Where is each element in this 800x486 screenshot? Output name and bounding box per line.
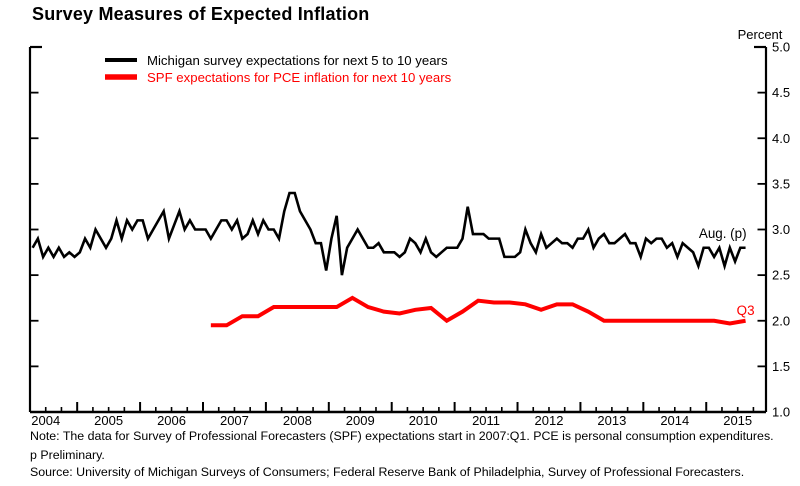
x-tick-label: 2007 <box>220 413 249 428</box>
source-note: Source: University of Michigan Surveys o… <box>30 465 745 479</box>
series-end-annotation-michigan: Aug. (p) <box>699 226 747 241</box>
y-axis-title: Percent <box>738 27 783 42</box>
y-tick-label: 3.5 <box>772 176 790 191</box>
x-tick-label: 2014 <box>660 413 689 428</box>
legend-label-1: SPF expectations for PCE inflation for n… <box>147 70 452 85</box>
x-tick-label: 2015 <box>723 413 752 428</box>
x-tick-label: 2005 <box>94 413 123 428</box>
y-tick-label: 5.0 <box>772 40 790 55</box>
y-tick-label: 4.0 <box>772 131 790 146</box>
note-text: Note: The data for Survey of Professiona… <box>30 429 774 443</box>
chart-title: Survey Measures of Expected Inflation <box>32 4 370 24</box>
x-tick-label: 2012 <box>535 413 564 428</box>
x-tick-label: 2006 <box>157 413 186 428</box>
legend-label-0: Michigan survey expectations for next 5 … <box>147 53 448 68</box>
x-tick-label: 2009 <box>346 413 375 428</box>
y-tick-label: 1.0 <box>772 405 790 420</box>
series-line-michigan <box>31 191 746 276</box>
x-tick-label: 2013 <box>597 413 626 428</box>
y-tick-label: 2.5 <box>772 268 790 283</box>
series-line-spf <box>210 295 746 328</box>
y-tick-label: 1.5 <box>772 359 790 374</box>
x-tick-label: 2010 <box>409 413 438 428</box>
x-tick-label: 2011 <box>472 413 500 428</box>
x-tick-label: 2008 <box>283 413 312 428</box>
series-end-annotation-spf: Q3 <box>737 303 755 318</box>
preliminary-note: p Preliminary. <box>30 448 105 462</box>
x-tick-label: 2004 <box>31 413 60 428</box>
y-tick-label: 3.0 <box>772 222 790 237</box>
y-tick-label: 2.0 <box>772 313 790 328</box>
y-tick-label: 4.5 <box>772 85 790 100</box>
